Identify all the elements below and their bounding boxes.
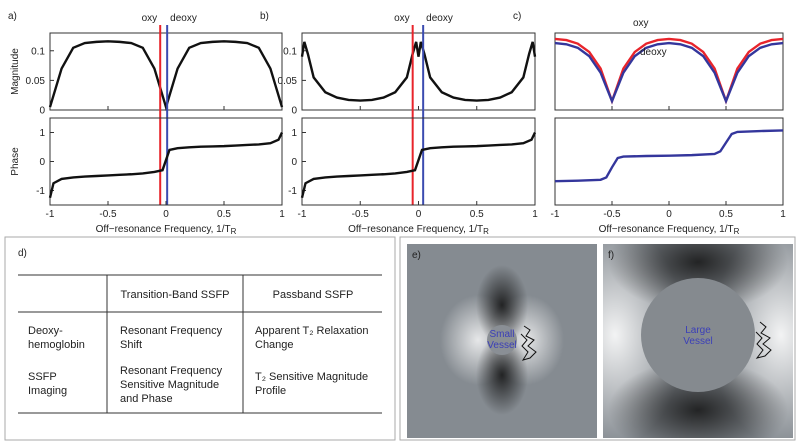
- y-tick-label: 0: [291, 157, 297, 168]
- y-tick-label: 0.1: [283, 46, 297, 57]
- image-frame: [399, 236, 796, 441]
- y-tick-label: 0: [39, 106, 45, 117]
- panel-label: a): [8, 11, 17, 22]
- table-cell: Apparent T₂ Relaxation Change: [255, 325, 369, 351]
- marker-label: deoxy: [426, 13, 453, 24]
- x-tick-label: 0.5: [719, 209, 733, 220]
- x-axis-label-text: Off−resonance Frequency, 1/T: [599, 224, 734, 235]
- row-label: Deoxy-hemoglobin: [28, 325, 85, 351]
- x-tick-label: 1: [532, 209, 538, 220]
- x-axis-label-text: Off−resonance Frequency, 1/T: [96, 224, 231, 235]
- vessel-label: Large Vessel: [683, 325, 713, 347]
- line-series: [300, 131, 537, 199]
- x-axis-label-sub: R: [483, 227, 489, 236]
- x-axis-label-sub: R: [231, 227, 237, 236]
- line-series: [554, 129, 784, 183]
- y-tick-label: 0.1: [31, 46, 45, 57]
- y-axis-label: Phase: [10, 147, 21, 176]
- line-series: [48, 131, 284, 199]
- line-series: [554, 41, 784, 105]
- marker-label: oxy: [394, 13, 410, 24]
- line-series: [48, 40, 284, 112]
- table-header: Transition-Band SSFP: [120, 289, 230, 301]
- x-axis-label-text: Off−resonance Frequency, 1/T: [348, 224, 483, 235]
- x-tick-label: 0.5: [217, 209, 231, 220]
- y-tick-label: -1: [288, 186, 297, 197]
- y-axis-label: Magnitude: [10, 48, 21, 95]
- x-tick-label: 0.5: [470, 209, 484, 220]
- panel-label: c): [513, 11, 521, 22]
- table-cell: T₂ Sensitive Magnitude Profile: [255, 371, 369, 397]
- x-axis-label-sub: R: [734, 227, 740, 236]
- table-frame: [4, 236, 396, 441]
- y-tick-label: 0: [39, 157, 45, 168]
- y-tick-label: 0: [291, 106, 297, 117]
- y-tick-label: 1: [291, 128, 297, 139]
- panel-label: d): [18, 248, 27, 259]
- y-tick-label: 0.05: [26, 76, 46, 87]
- marker-label: deoxy: [170, 13, 197, 24]
- table-header: Passband SSFP: [272, 289, 354, 301]
- x-tick-label: 0: [163, 209, 169, 220]
- line-series: [300, 41, 537, 102]
- table-cell: Resonant Frequency Sensitive Magnitude a…: [120, 365, 223, 405]
- x-tick-label: -1: [551, 209, 560, 220]
- x-tick-label: -0.5: [99, 209, 117, 220]
- plot-frame: [49, 32, 283, 111]
- line-series: [554, 37, 784, 105]
- row-label: SSFP Imaging: [28, 371, 68, 397]
- panel-label: b): [260, 11, 269, 22]
- table-cell: Resonant Frequency Shift: [120, 325, 223, 351]
- x-tick-label: -1: [46, 209, 55, 220]
- x-tick-label: 1: [279, 209, 285, 220]
- x-tick-label: -1: [298, 209, 307, 220]
- vessel-label: Small Vessel: [487, 329, 517, 351]
- x-tick-label: 0: [666, 209, 672, 220]
- x-axis-label: Off−resonance Frequency, 1/TR: [599, 224, 740, 236]
- y-tick-label: 1: [39, 128, 45, 139]
- x-axis-label: Off−resonance Frequency, 1/TR: [96, 224, 237, 236]
- marker-label: oxy: [142, 13, 158, 24]
- panel-label: f): [608, 250, 614, 261]
- y-tick-label: -1: [36, 186, 45, 197]
- x-tick-label: -0.5: [352, 209, 370, 220]
- x-axis-label: Off−resonance Frequency, 1/TR: [348, 224, 489, 236]
- field-map-large: [603, 244, 793, 438]
- x-tick-label: 1: [780, 209, 786, 220]
- panel-label: e): [412, 250, 421, 261]
- field-map-small: [407, 244, 597, 438]
- series-label: deoxy: [640, 47, 667, 58]
- series-label: oxy: [633, 18, 649, 29]
- x-tick-label: -0.5: [603, 209, 621, 220]
- x-tick-label: 0: [416, 209, 422, 220]
- plot-frame: [554, 32, 784, 111]
- y-tick-label: 0.05: [278, 76, 298, 87]
